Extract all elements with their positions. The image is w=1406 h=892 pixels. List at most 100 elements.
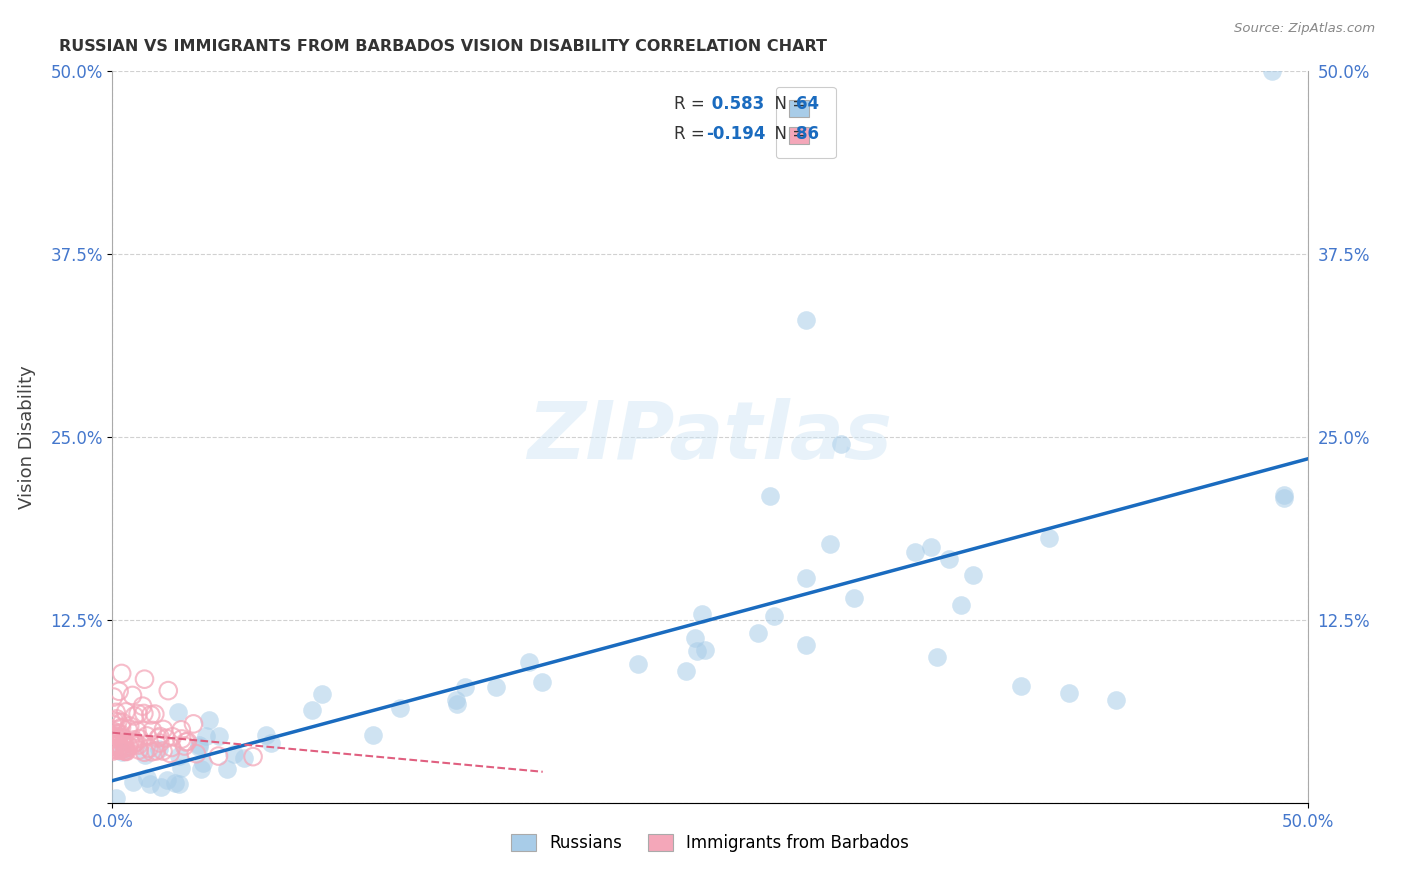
- Point: [186, 747, 208, 761]
- Point: [160, 740, 183, 755]
- Point: [114, 744, 136, 758]
- Point: [454, 681, 477, 695]
- Point: [150, 780, 173, 794]
- Point: [135, 771, 157, 785]
- Point: [108, 741, 131, 756]
- Point: [111, 745, 134, 759]
- Point: [162, 730, 184, 744]
- Point: [224, 747, 246, 762]
- Point: [125, 723, 148, 738]
- Point: [176, 734, 198, 748]
- Point: [145, 744, 167, 758]
- Point: [208, 729, 231, 743]
- Point: [112, 738, 135, 752]
- Text: ZIPatlas: ZIPatlas: [527, 398, 893, 476]
- Point: [101, 744, 124, 758]
- Point: [105, 712, 128, 726]
- Y-axis label: Vision Disability: Vision Disability: [18, 365, 37, 509]
- Point: [233, 751, 256, 765]
- Point: [101, 739, 124, 753]
- Point: [103, 724, 125, 739]
- Point: [127, 738, 149, 752]
- Point: [101, 738, 124, 752]
- Text: 86: 86: [796, 125, 820, 143]
- Point: [143, 707, 166, 722]
- Point: [215, 762, 238, 776]
- Point: [131, 699, 153, 714]
- Text: N =: N =: [763, 95, 811, 113]
- Point: [183, 717, 205, 731]
- Point: [188, 740, 211, 755]
- Point: [111, 715, 134, 730]
- Point: [128, 743, 150, 757]
- Point: [105, 791, 128, 805]
- Point: [148, 742, 170, 756]
- Point: [685, 632, 707, 646]
- Point: [107, 743, 129, 757]
- Point: [517, 655, 540, 669]
- Text: RUSSIAN VS IMMIGRANTS FROM BARBADOS VISION DISABILITY CORRELATION CHART: RUSSIAN VS IMMIGRANTS FROM BARBADOS VISI…: [59, 38, 827, 54]
- Point: [118, 719, 141, 733]
- Point: [1105, 693, 1128, 707]
- Point: [167, 777, 190, 791]
- Point: [110, 721, 132, 735]
- Point: [112, 735, 135, 749]
- Text: 0.583: 0.583: [706, 95, 765, 113]
- Point: [139, 777, 162, 791]
- Point: [107, 727, 129, 741]
- Point: [190, 762, 212, 776]
- Point: [124, 736, 146, 750]
- Point: [138, 741, 160, 756]
- Point: [693, 643, 716, 657]
- Point: [121, 689, 143, 703]
- Point: [174, 735, 197, 749]
- Point: [187, 738, 209, 752]
- Point: [111, 666, 134, 681]
- Point: [111, 731, 134, 745]
- Point: [103, 739, 125, 754]
- Point: [155, 773, 177, 788]
- Point: [254, 728, 277, 742]
- Point: [1272, 491, 1295, 505]
- Point: [170, 761, 193, 775]
- Point: [103, 690, 125, 704]
- Point: [117, 740, 139, 755]
- Point: [114, 705, 136, 719]
- Point: [759, 489, 782, 503]
- Point: [152, 723, 174, 737]
- Point: [135, 729, 157, 743]
- Point: [122, 738, 145, 752]
- Point: [107, 743, 129, 757]
- Point: [627, 657, 650, 671]
- Point: [485, 680, 508, 694]
- Point: [122, 733, 145, 747]
- Text: R =: R =: [675, 95, 710, 113]
- Point: [794, 571, 817, 585]
- Point: [311, 687, 333, 701]
- Point: [446, 698, 468, 712]
- Point: [818, 536, 841, 550]
- Point: [101, 717, 124, 731]
- Point: [159, 747, 181, 761]
- Point: [166, 706, 188, 720]
- Point: [904, 545, 927, 559]
- Point: [155, 731, 177, 746]
- Legend: Russians, Immigrants from Barbados: Russians, Immigrants from Barbados: [503, 825, 917, 860]
- Point: [104, 739, 127, 753]
- Point: [118, 739, 141, 753]
- Point: [950, 599, 973, 613]
- Point: [104, 742, 127, 756]
- Point: [962, 567, 984, 582]
- Point: [122, 775, 145, 789]
- Text: -0.194: -0.194: [706, 125, 766, 143]
- Point: [132, 706, 155, 721]
- Text: Source: ZipAtlas.com: Source: ZipAtlas.com: [1234, 22, 1375, 36]
- Point: [157, 683, 180, 698]
- Point: [194, 730, 217, 744]
- Point: [920, 540, 942, 554]
- Point: [170, 723, 193, 737]
- Point: [207, 749, 229, 764]
- Point: [111, 742, 134, 756]
- Point: [794, 638, 817, 652]
- Point: [1010, 679, 1032, 693]
